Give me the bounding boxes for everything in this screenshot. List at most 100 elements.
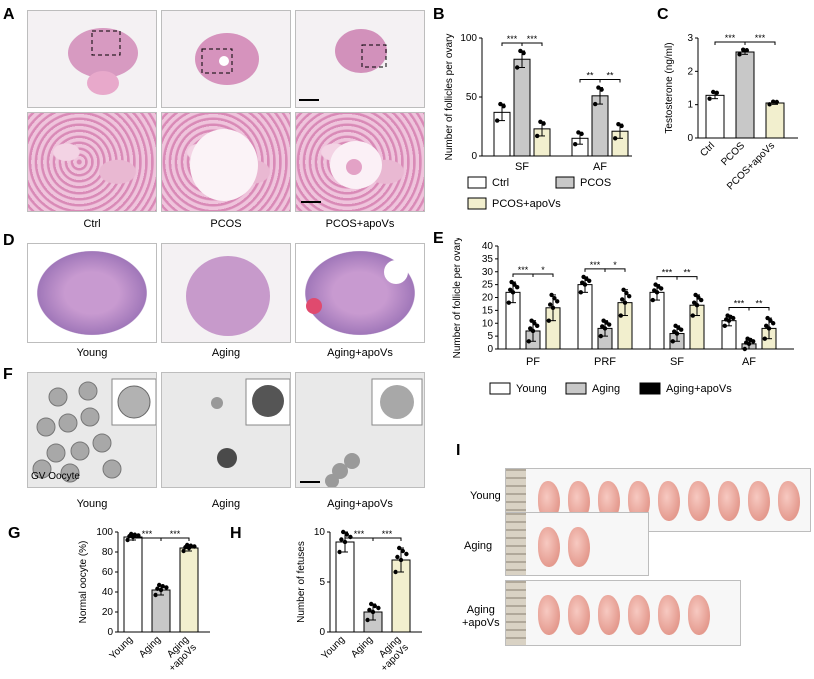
y-tick-label: 20 xyxy=(482,293,494,304)
data-point xyxy=(767,102,772,107)
significance-marker: *** xyxy=(725,33,736,43)
data-point xyxy=(616,121,621,127)
y-tick-label: 25 xyxy=(482,280,494,291)
y-tick-label: 0 xyxy=(487,344,493,355)
fetus xyxy=(628,595,650,635)
data-point xyxy=(532,321,537,326)
data-point xyxy=(535,323,540,329)
data-point xyxy=(157,582,162,588)
significance-marker: *** xyxy=(142,529,153,539)
data-point xyxy=(711,89,716,95)
oocyte-image-young: GV Oocyte xyxy=(27,372,157,488)
significance-marker: *** xyxy=(527,34,538,44)
fetus xyxy=(598,481,620,521)
panel-label-h: H xyxy=(230,525,242,542)
legend-label: Aging xyxy=(592,383,620,395)
significance-marker: ** xyxy=(683,268,691,278)
data-point xyxy=(659,286,664,291)
data-point xyxy=(627,294,632,299)
panel-label-d: D xyxy=(3,232,15,249)
significance-marker: *** xyxy=(590,260,601,270)
significance-bracket xyxy=(676,276,698,280)
significance-bracket xyxy=(532,273,554,278)
y-tick-label: 30 xyxy=(482,267,494,278)
fetus xyxy=(688,595,710,635)
data-point xyxy=(552,295,557,301)
ovary-image-young xyxy=(27,243,157,343)
panel-label-e: E xyxy=(433,230,444,247)
row-label-aging: Aging xyxy=(464,540,493,552)
data-point xyxy=(515,285,520,290)
y-tick-label: 10 xyxy=(314,527,326,538)
significance-bracket xyxy=(160,537,190,541)
x-tick-line: Young xyxy=(108,634,136,662)
data-point xyxy=(622,300,628,305)
significance-marker: *** xyxy=(354,529,365,539)
legend-swatch xyxy=(555,176,575,189)
significance-marker: *** xyxy=(662,268,673,278)
caption-f-young: Young xyxy=(76,498,108,510)
panel-label-a: A xyxy=(3,6,15,23)
ovary-image-aging xyxy=(161,243,291,343)
data-point xyxy=(509,279,514,285)
row-label-aging-apovs: Aging +apoVs xyxy=(462,604,500,629)
bar xyxy=(335,541,355,633)
fetus xyxy=(568,595,590,635)
aging-apovs-follicles xyxy=(306,260,408,314)
data-point xyxy=(372,603,377,609)
data-point xyxy=(546,318,551,323)
data-point xyxy=(337,549,342,555)
fetus xyxy=(778,481,800,521)
ruler-apovs xyxy=(506,581,526,645)
data-point xyxy=(696,295,701,300)
fetus-row-aging-apovs xyxy=(505,580,741,646)
oocyte xyxy=(36,417,56,437)
x-tick-label: PRF xyxy=(594,356,616,368)
bar xyxy=(765,102,785,139)
fetus xyxy=(658,481,680,521)
apovs-follicle xyxy=(301,141,382,203)
y-tick-label: 0 xyxy=(471,151,477,162)
caption-f-aging: Aging xyxy=(211,498,241,510)
significance-marker: * xyxy=(613,260,617,270)
legend-swatch xyxy=(467,197,487,210)
y-tick-label: 0 xyxy=(319,627,325,638)
y-tick-label: 80 xyxy=(102,547,114,558)
x-tick-label: AF xyxy=(742,356,756,368)
legend-swatch xyxy=(639,382,661,395)
data-point xyxy=(619,123,624,129)
data-point xyxy=(376,605,381,611)
data-point xyxy=(526,339,531,344)
x-tick-label: Young xyxy=(108,634,136,662)
data-point xyxy=(607,322,612,327)
ovary-image-pcos-zoom xyxy=(161,112,291,212)
data-point xyxy=(765,315,770,321)
x-tick-label: SF xyxy=(515,161,529,173)
data-point xyxy=(722,323,727,329)
data-point xyxy=(582,282,588,287)
oocyte xyxy=(78,381,98,401)
x-tick-label: PF xyxy=(526,356,540,368)
oocyte-image-aging xyxy=(161,372,291,488)
data-point xyxy=(183,545,188,550)
fetus xyxy=(718,481,740,521)
significance-bracket xyxy=(744,41,776,45)
data-point xyxy=(764,323,769,329)
y-axis-label: Number of follicles per ovary xyxy=(444,34,455,161)
fetus xyxy=(538,481,560,521)
data-point xyxy=(398,557,404,563)
aging-oocytes xyxy=(211,378,290,468)
data-point xyxy=(578,290,583,295)
data-point xyxy=(573,142,578,147)
legend-label: Aging+apoVs xyxy=(666,383,732,395)
data-point xyxy=(518,48,523,54)
gv-oocyte-label: GV Oocyte xyxy=(31,471,80,482)
data-point xyxy=(596,85,601,90)
fetus xyxy=(568,527,590,567)
data-point xyxy=(512,282,517,287)
legend-label: Ctrl xyxy=(492,177,509,189)
panel-label-c: C xyxy=(657,6,669,23)
caption-d-young: Young xyxy=(76,347,108,359)
bar xyxy=(123,536,143,633)
